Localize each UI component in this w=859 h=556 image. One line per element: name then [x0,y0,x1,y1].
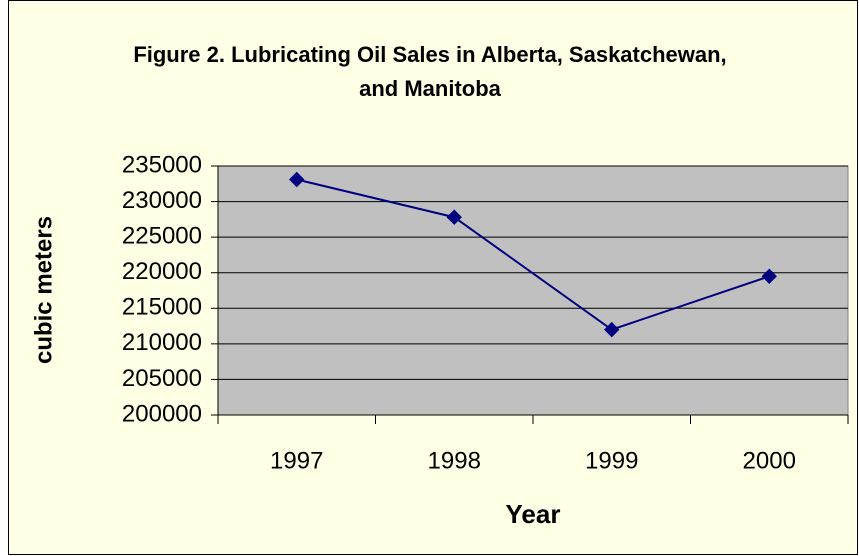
y-tick-label: 230000 [122,187,202,214]
y-axis-label: cubic meters [30,216,57,364]
data-line [296,178,770,331]
y-tick-label: 210000 [122,329,202,356]
data-marker [604,321,620,338]
y-tick-label: 235000 [122,151,202,178]
y-tick-label: 200000 [122,400,202,427]
x-tick-label: 2000 [743,447,796,474]
y-tick-label: 225000 [122,222,202,249]
x-tick-label: 1997 [270,447,323,474]
x-tick-label: 1999 [585,447,638,474]
plot-area [217,165,849,416]
x-tick-label: 1998 [428,447,481,474]
x-axis-label: Year [506,499,561,529]
data-marker [446,209,462,225]
y-tick-label: 205000 [122,365,202,392]
chart-title: Figure 2. Lubricating Oil Sales in Alber… [133,42,727,101]
data-marker [761,268,777,284]
y-tick-label: 220000 [122,258,202,285]
data-marker [289,171,305,188]
y-tick-label: 215000 [122,294,202,321]
